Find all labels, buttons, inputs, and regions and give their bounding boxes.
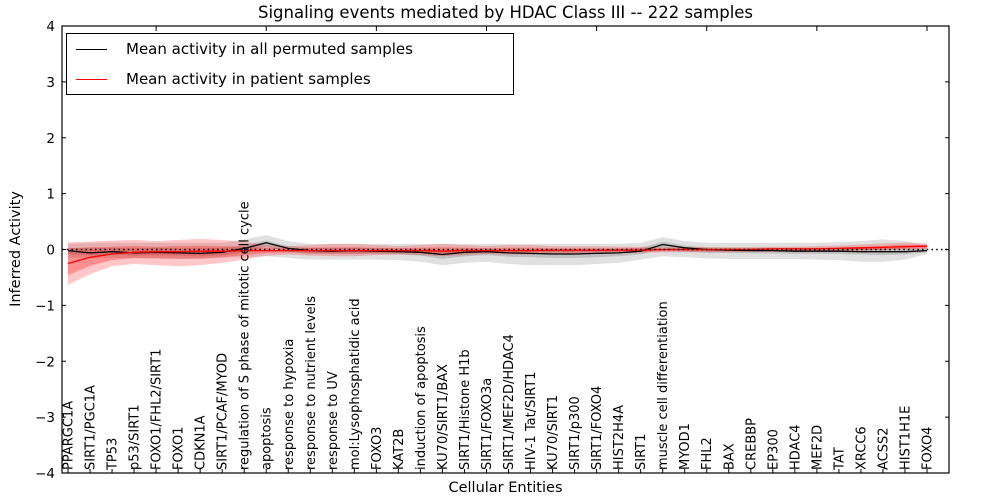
series-line-permuted [67,242,928,256]
x-tick-label: SIRT1/p300 [568,396,583,470]
x-tick-label: induction of apoptosis [414,326,429,470]
x-tick-label: SIRT1/PGC1A [84,385,99,470]
x-tick-label: CDKN1A [194,415,209,470]
x-tick-label: KU70/SIRT1/BAX [436,364,451,470]
x-tick-label: HIST1H1E [899,406,914,470]
y-tick-label: −4 [35,466,55,482]
x-tick-label: response to nutrient levels [304,296,319,470]
x-tick-label: FHL2 [700,437,715,470]
legend-item-permuted: Mean activity in all permuted samples [67,36,513,62]
x-tick-label: SIRT1/PCAF/MYOD [216,353,231,470]
x-tick-label: FOXO1 [172,427,187,470]
legend-item-patient: Mean activity in patient samples [67,66,513,92]
x-tick-label: FOXO3 [370,427,385,470]
x-tick-label: SIRT1 [634,434,649,470]
x-tick-label: mol:Lysophosphatidic acid [348,298,363,470]
legend: Mean activity in all permuted samples Me… [66,33,514,95]
x-tick-label: response to UV [326,371,341,470]
x-tick-label: HIST2H4A [612,405,627,470]
legend-patient-label: Mean activity in patient samples [126,70,371,88]
x-tick-label: MEF2D [810,425,825,470]
x-tick-label: KU70/SIRT1 [546,395,561,470]
x-tick-label: apoptosis [260,407,275,470]
x-tick-label: SIRT1/FOXO3a [480,378,495,470]
series-line-patient [67,245,928,265]
x-tick-label: HDAC4 [788,424,803,470]
x-tick-label: PPARGC1A [62,401,77,470]
x-tick-label: SIRT1/Histone H1b [458,349,473,470]
x-tick-label: XRCC6 [854,426,869,470]
band-permuted-quartile [68,240,927,259]
legend-permuted-label: Mean activity in all permuted samples [126,40,413,58]
x-axis-label: Cellular Entities [448,480,563,496]
y-tick-label: 3 [46,75,55,91]
y-tick-label: −1 [35,298,55,314]
y-tick-label: −2 [35,354,55,370]
legend-patient-line-swatch [76,78,107,80]
x-tick-label: KAT2B [392,429,407,470]
x-tick-label: TP53 [106,438,121,471]
legend-permuted-line-swatch [76,48,107,50]
x-tick-label: SIRT1/MEF2D/HDAC4 [502,334,517,470]
x-tick-label: EP300 [766,429,781,470]
x-tick-label: response to hypoxia [282,339,297,470]
x-tick-label: HIV-1 Tat/SIRT1 [524,372,539,470]
y-tick-label: 4 [46,19,55,35]
x-tick-label: p53/SIRT1 [128,404,143,470]
x-tick-label: ACSS2 [876,427,891,470]
x-tick-label: regulation of S phase of mitotic cell cy… [238,201,253,470]
y-tick-label: 0 [46,243,55,259]
y-tick-label: 2 [46,131,55,147]
x-tick-label: MYOD1 [678,423,693,470]
x-tick-label: TAT [832,447,847,471]
y-tick-label: −3 [35,410,55,426]
x-tick-label: muscle cell differentiation [656,301,671,470]
y-axis-label: Inferred Activity [8,191,24,307]
x-tick-label: SIRT1/FOXO4 [590,386,605,470]
x-tick-label: BAX [722,443,737,470]
x-tick-label: FOXO1/FHL2/SIRT1 [150,349,165,470]
chart-title: Signaling events mediated by HDAC Class … [257,3,754,22]
x-tick-label: CREBBP [744,418,759,470]
x-tick-label: FOXO4 [921,427,936,470]
y-tick-label: 1 [46,187,55,203]
